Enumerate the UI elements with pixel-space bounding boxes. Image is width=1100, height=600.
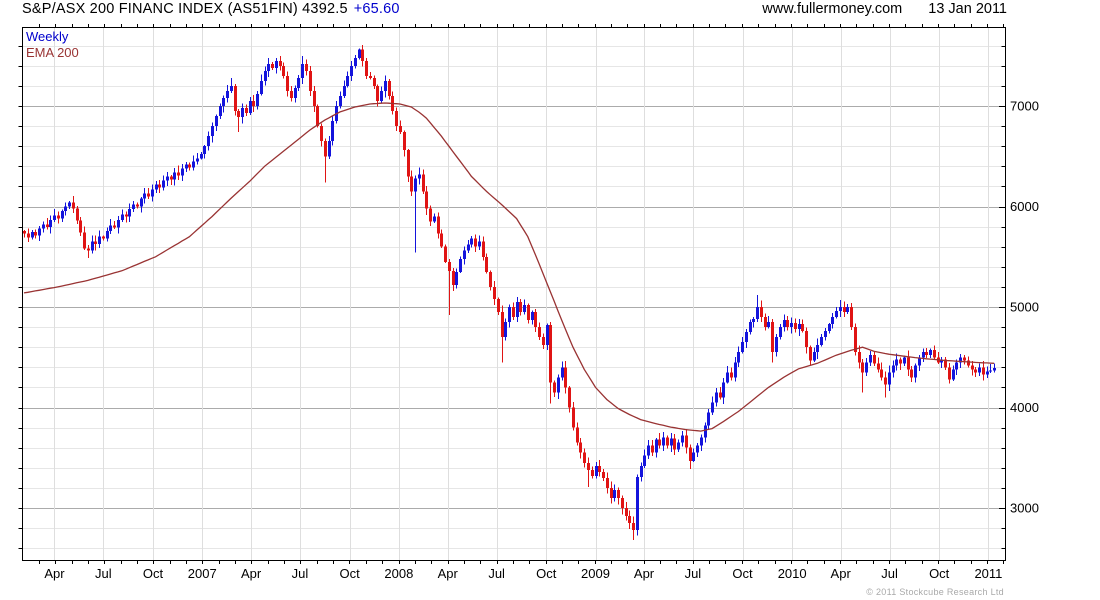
svg-text:2011: 2011 <box>974 566 1002 581</box>
svg-text:Oct: Oct <box>143 566 164 581</box>
svg-text:Jul: Jul <box>685 566 702 581</box>
svg-text:2008: 2008 <box>384 566 413 581</box>
svg-text:7000: 7000 <box>1010 99 1039 114</box>
horizontal-gridlines <box>22 46 1006 549</box>
svg-text:Apr: Apr <box>831 566 852 581</box>
axis-ticks <box>18 24 1006 564</box>
chart-header: S&P/ASX 200 FINANC INDEX (AS51FIN) 4392.… <box>22 1 400 17</box>
svg-text:Oct: Oct <box>536 566 557 581</box>
svg-text:Jul: Jul <box>95 566 112 581</box>
svg-text:2007: 2007 <box>188 566 217 581</box>
svg-text:Apr: Apr <box>634 566 655 581</box>
svg-text:Apr: Apr <box>44 566 65 581</box>
svg-text:2009: 2009 <box>581 566 610 581</box>
svg-text:Jul: Jul <box>881 566 898 581</box>
svg-text:4000: 4000 <box>1010 400 1039 415</box>
svg-text:Jul: Jul <box>292 566 309 581</box>
chart-date: 13 Jan 2011 <box>928 1 1007 17</box>
instrument-title: S&P/ASX 200 FINANC INDEX (AS51FIN) 4392.… <box>22 1 348 17</box>
svg-text:5000: 5000 <box>1010 300 1039 315</box>
site-url: www.fullermoney.com <box>762 1 903 17</box>
price-change: +65.60 <box>353 1 400 17</box>
svg-text:Apr: Apr <box>241 566 262 581</box>
plot-border <box>22 27 1006 561</box>
header-meta: www.fullermoney.com 13 Jan 2011 <box>762 1 1007 17</box>
chart-legend: Weekly EMA 200 <box>26 29 79 61</box>
candles <box>23 45 996 541</box>
svg-text:2010: 2010 <box>778 566 807 581</box>
svg-text:6000: 6000 <box>1010 199 1039 214</box>
legend-timeframe: Weekly <box>26 29 69 44</box>
x-axis-labels: Apr Jul Oct 2007 Apr Jul Oct 2008 Apr Jul Oct 2009 A… <box>44 566 1002 581</box>
svg-text:Oct: Oct <box>339 566 360 581</box>
vertical-gridlines <box>54 27 989 561</box>
svg-text:Oct: Oct <box>732 566 753 581</box>
y-axis-labels: 7000 6000 5000 4000 3000 <box>1010 99 1039 516</box>
svg-text:3000: 3000 <box>1010 501 1039 516</box>
legend-ema: EMA 200 <box>26 45 79 60</box>
svg-text:Apr: Apr <box>438 566 459 581</box>
copyright-notice: © 2011 Stockcube Research Ltd <box>866 587 1004 597</box>
svg-text:Oct: Oct <box>929 566 950 581</box>
svg-text:Jul: Jul <box>488 566 505 581</box>
ema-line <box>23 102 995 432</box>
